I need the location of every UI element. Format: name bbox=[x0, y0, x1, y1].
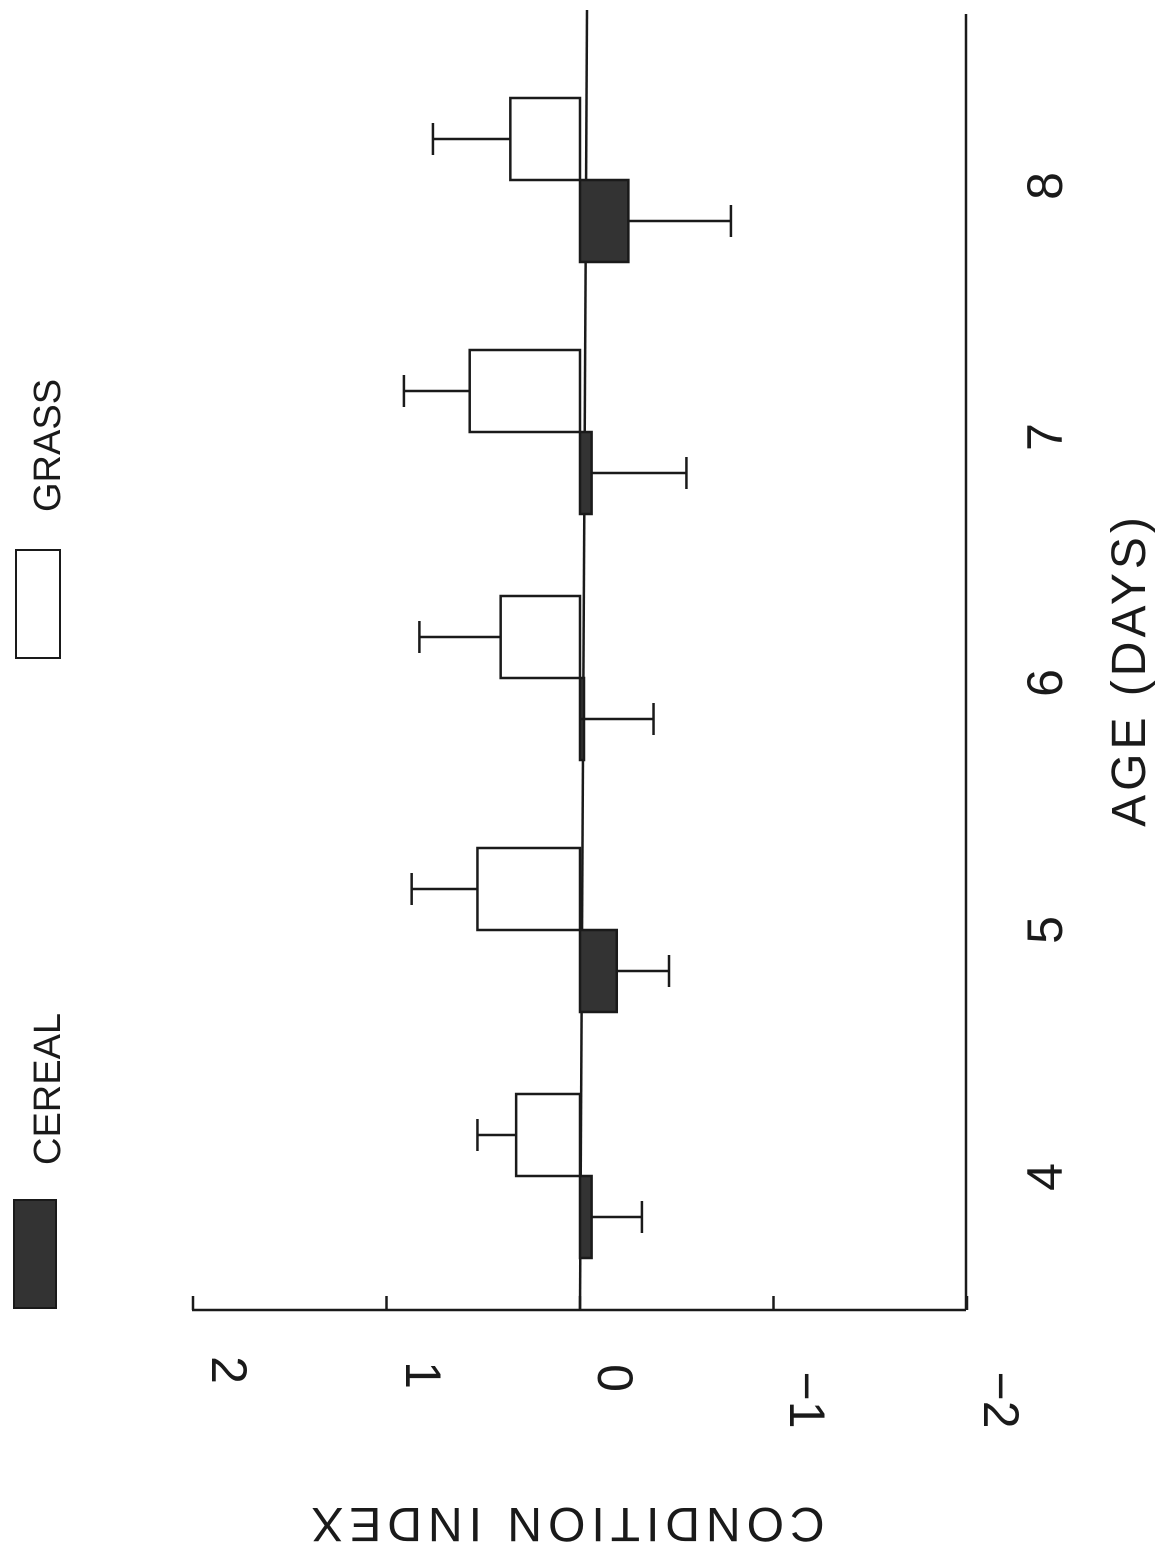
legend-label-grass: GRASS bbox=[27, 379, 69, 512]
value-tick-marks bbox=[191, 1296, 969, 1310]
bar-grass-7 bbox=[468, 348, 582, 434]
category-labels: 4 5 6 7 8 bbox=[1017, 172, 1073, 1191]
tick-label-0: 0 bbox=[587, 1364, 643, 1392]
bar-cereal-7 bbox=[578, 430, 593, 516]
bar-grass-6 bbox=[499, 594, 582, 680]
bar-cereal-4 bbox=[578, 1174, 593, 1260]
bar-grass-8 bbox=[509, 96, 582, 182]
bar-cereal-8 bbox=[578, 178, 630, 264]
category-label-8: 8 bbox=[1017, 172, 1073, 200]
category-label-4: 4 bbox=[1017, 1163, 1073, 1191]
category-label-6: 6 bbox=[1017, 669, 1073, 697]
legend-label-cereal: CEREAL bbox=[27, 1013, 69, 1165]
value-tick-labels: 2 1 0 −1 −2 bbox=[201, 1356, 1029, 1428]
bar-grass-5 bbox=[476, 846, 582, 932]
legend-swatch-cereal bbox=[13, 1199, 57, 1309]
tick-label-2: 2 bbox=[201, 1356, 257, 1384]
y-axis-title: CONDITION INDEX bbox=[305, 1497, 824, 1550]
tick-label-1: 1 bbox=[395, 1361, 451, 1389]
bar-grass-4 bbox=[514, 1092, 582, 1178]
x-axis-title: AGE (DAYS) bbox=[1103, 513, 1156, 827]
legend-swatch-grass bbox=[15, 549, 61, 659]
bars bbox=[402, 96, 733, 1260]
legend: CEREAL GRASS bbox=[13, 379, 69, 1309]
category-label-5: 5 bbox=[1017, 916, 1073, 944]
bar-cereal-5 bbox=[578, 928, 619, 1014]
category-label-7: 7 bbox=[1017, 423, 1073, 451]
tick-label-neg1: −1 bbox=[779, 1371, 835, 1428]
tick-label-neg2: −2 bbox=[973, 1371, 1029, 1428]
